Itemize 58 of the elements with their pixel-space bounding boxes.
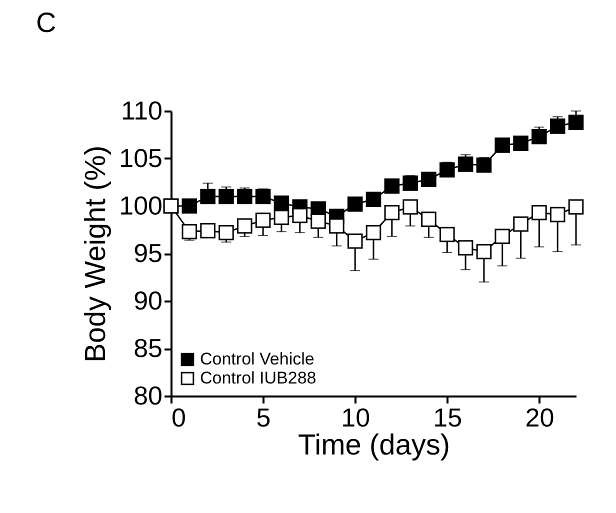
point bbox=[347, 196, 363, 212]
point bbox=[402, 199, 418, 215]
point bbox=[182, 198, 198, 214]
point bbox=[458, 156, 474, 172]
y-tick-label: 100 bbox=[119, 190, 162, 220]
point bbox=[494, 228, 510, 244]
point bbox=[200, 223, 216, 238]
point bbox=[550, 118, 566, 134]
point bbox=[513, 136, 528, 151]
point bbox=[236, 188, 252, 204]
x-tick-label: 0 bbox=[172, 402, 186, 432]
point bbox=[421, 172, 436, 188]
chart-title: C bbox=[36, 7, 56, 38]
point bbox=[568, 114, 584, 130]
x-tick-label: 15 bbox=[433, 402, 462, 432]
point bbox=[458, 240, 474, 256]
point bbox=[347, 234, 363, 249]
x-tick-label: 20 bbox=[525, 402, 554, 432]
point bbox=[218, 224, 234, 240]
x-axis-title: Time (days) bbox=[298, 430, 450, 462]
x-tick-label: 5 bbox=[256, 402, 271, 432]
legend-label: Control IUB288 bbox=[200, 368, 316, 388]
point bbox=[274, 196, 290, 211]
point bbox=[236, 218, 252, 234]
y-tick-label: 80 bbox=[134, 380, 162, 410]
point bbox=[476, 244, 492, 260]
point bbox=[568, 199, 584, 215]
point bbox=[513, 216, 528, 232]
point bbox=[366, 192, 382, 207]
point bbox=[218, 188, 234, 204]
legend-label: Control Vehicle bbox=[200, 350, 314, 368]
point bbox=[182, 224, 198, 240]
point bbox=[329, 218, 344, 234]
y-tick-label: 95 bbox=[134, 238, 162, 268]
y-tick-label: 105 bbox=[119, 143, 162, 173]
point bbox=[439, 226, 455, 242]
point bbox=[550, 206, 566, 222]
point bbox=[494, 138, 510, 153]
point bbox=[532, 129, 547, 144]
point bbox=[421, 212, 436, 227]
point bbox=[439, 162, 455, 178]
point bbox=[532, 205, 547, 220]
point bbox=[384, 205, 400, 220]
x-tick-label: 10 bbox=[341, 402, 370, 432]
y-tick-label: 85 bbox=[134, 333, 162, 363]
y-tick-label: 90 bbox=[134, 286, 162, 316]
y-axis-title: Body Weight (%) bbox=[80, 145, 112, 363]
y-tick-label: 110 bbox=[121, 96, 162, 126]
point bbox=[200, 188, 216, 204]
point bbox=[255, 188, 271, 204]
point bbox=[384, 178, 400, 194]
point bbox=[310, 214, 326, 229]
point bbox=[255, 212, 271, 228]
point bbox=[402, 176, 418, 191]
point bbox=[366, 224, 382, 240]
point bbox=[292, 208, 308, 224]
point bbox=[274, 210, 290, 226]
point bbox=[476, 158, 492, 173]
